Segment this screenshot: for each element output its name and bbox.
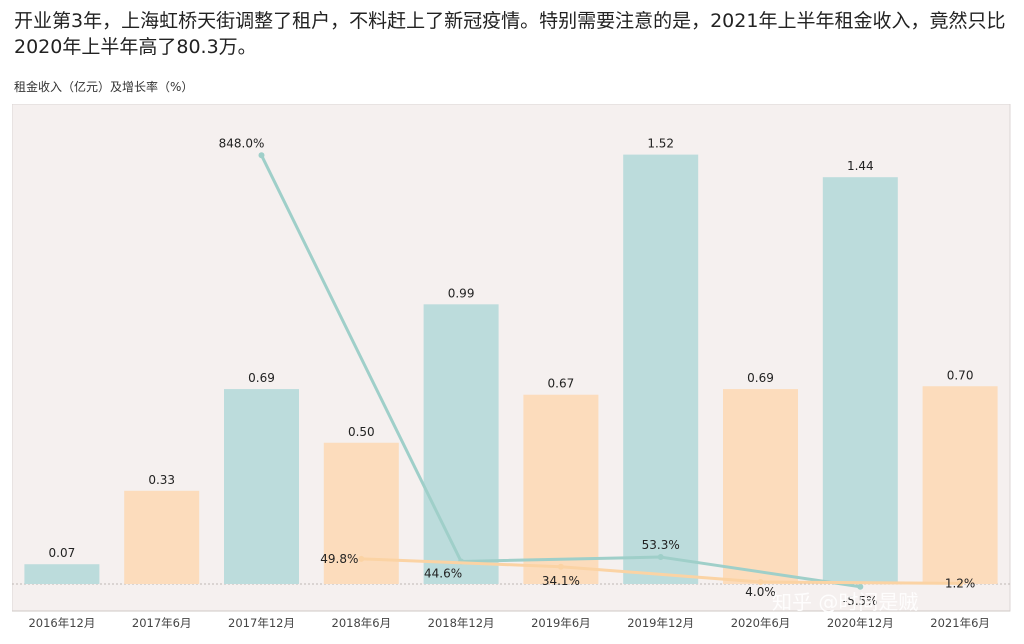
growth-rate-point <box>857 583 864 590</box>
bar <box>623 154 699 584</box>
bar-value-label: 1.44 <box>847 159 874 173</box>
bar-value-label: 1.52 <box>647 137 674 151</box>
growth-rate-label: 49.8% <box>320 552 358 566</box>
bar-value-label: 0.67 <box>548 377 575 391</box>
bar <box>922 386 998 584</box>
bar <box>423 304 499 584</box>
x-tick-label: 2019年12月 <box>627 616 694 630</box>
bar-value-label: 0.99 <box>448 286 475 300</box>
chart-subtitle: 租金收入（亿元）及增长率（%） <box>14 80 194 94</box>
growth-rate-point <box>557 563 564 570</box>
growth-rate-label: 53.3% <box>642 538 680 552</box>
x-tick-label: 2020年6月 <box>731 616 791 630</box>
growth-rate-point <box>657 554 664 561</box>
bar <box>822 177 898 584</box>
x-tick-label: 2018年12月 <box>428 616 495 630</box>
rent-income-chart: 0.07 2016年12月 0.33 2017年6月 0.69 2017年12月 0.50 2… <box>12 104 1011 630</box>
bar-value-label: 0.50 <box>348 425 375 439</box>
watermark-text: 知乎 @时间是贼 <box>772 590 918 614</box>
x-tick-label: 2017年6月 <box>132 616 192 630</box>
growth-rate-label: 44.6% <box>424 566 462 580</box>
growth-rate-label: 34.1% <box>542 574 580 588</box>
bar-value-label: 0.69 <box>248 371 275 385</box>
x-tick-label: 2019年6月 <box>531 616 591 630</box>
growth-rate-point <box>957 580 964 587</box>
x-tick-label: 2020年12月 <box>827 616 894 630</box>
growth-rate-point <box>358 555 365 562</box>
headline: 开业第3年，上海虹桥天街调整了租户，不料赶上了新冠疫情。特别需要注意的是，202… <box>14 10 1006 58</box>
x-tick-label: 2021年6月 <box>930 616 990 630</box>
x-tick-label: 2018年6月 <box>332 616 392 630</box>
growth-rate-label: 1.2% <box>945 576 976 590</box>
growth-rate-label: 848.0% <box>219 136 265 150</box>
growth-rate-label: -5.5% <box>843 594 878 608</box>
bar <box>124 490 200 584</box>
x-tick-label: 2016年12月 <box>28 616 95 630</box>
growth-rate-line <box>361 557 961 585</box>
x-tick-label: 2017年12月 <box>228 616 295 630</box>
bar-value-label: 0.33 <box>148 473 175 487</box>
growth-rate-line <box>260 154 861 589</box>
growth-rate-label: 4.0% <box>745 585 776 599</box>
bar <box>24 564 100 584</box>
growth-rate-point <box>757 578 764 585</box>
growth-rate-point <box>258 152 265 159</box>
chart-area: 0.07 2016年12月 0.33 2017年6月 0.69 2017年12月 0.50 2… <box>12 104 1012 640</box>
bar-value-label: 0.07 <box>49 546 76 560</box>
bar-value-label: 0.70 <box>947 368 974 382</box>
bar <box>723 389 798 584</box>
bar <box>224 389 299 584</box>
bar <box>523 394 599 584</box>
bar-value-label: 0.69 <box>747 371 774 385</box>
